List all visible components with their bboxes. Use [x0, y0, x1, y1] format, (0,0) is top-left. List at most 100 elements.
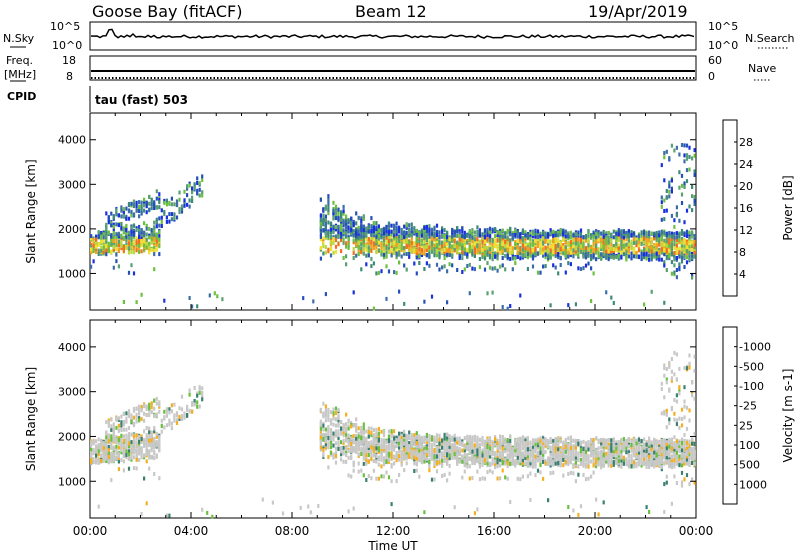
- nave-label: Nave: [748, 62, 776, 75]
- data-cell: [463, 267, 466, 272]
- data-cell: [153, 229, 156, 234]
- data-cell: [536, 229, 540, 234]
- data-cell: [120, 445, 123, 450]
- data-cell: [400, 436, 403, 441]
- data-cell: [153, 398, 156, 403]
- data-cell: [390, 229, 393, 234]
- data-cell: [405, 238, 408, 243]
- data-cell: [367, 249, 370, 254]
- data-cell: [360, 431, 363, 436]
- data-cell: [648, 248, 651, 253]
- data-cell: [453, 233, 456, 238]
- data-cell: [135, 236, 138, 241]
- data-cell: [435, 248, 439, 253]
- data-cell: [476, 230, 479, 234]
- data-cell: [125, 446, 128, 451]
- data-cell: [658, 239, 661, 244]
- data-cell: [428, 224, 431, 229]
- data-cell: [322, 423, 325, 428]
- data-cell: [370, 445, 373, 450]
- data-cell: [627, 236, 630, 241]
- data-cell: [367, 443, 370, 448]
- data-cell: [400, 231, 403, 236]
- data-cell: [107, 217, 110, 222]
- data-cell: [640, 237, 643, 242]
- data-cell: [387, 246, 391, 251]
- data-cell: [201, 193, 204, 198]
- data-cell: [319, 197, 322, 202]
- data-cell: [403, 239, 406, 244]
- data-cell: [362, 247, 365, 252]
- data-cell: [415, 255, 418, 260]
- data-cell: [122, 453, 125, 458]
- data-cell: [660, 234, 663, 238]
- data-cell: [153, 449, 156, 454]
- data-cell: [117, 247, 120, 252]
- data-cell: [494, 234, 497, 239]
- data-cell: [572, 254, 575, 259]
- data-cell: [590, 266, 593, 271]
- data-cell: [382, 474, 386, 479]
- data-cell: [610, 249, 613, 254]
- data-cell: [536, 270, 540, 275]
- data-cell: [592, 235, 595, 240]
- data-cell: [327, 194, 330, 199]
- data-cell: [183, 203, 186, 208]
- data-cell: [605, 240, 608, 245]
- data-cell: [327, 438, 330, 443]
- data-cell: [660, 195, 663, 200]
- data-cell: [531, 239, 535, 244]
- data-cell: [138, 439, 141, 444]
- data-cell: [365, 244, 368, 249]
- data-cell: [97, 449, 100, 454]
- data-cell: [357, 426, 360, 431]
- data-cell: [435, 262, 439, 267]
- data-cell: [488, 265, 492, 270]
- data-cell: [95, 447, 98, 452]
- data-cell: [355, 436, 358, 441]
- data-cell: [688, 204, 691, 209]
- data-cell: [178, 207, 181, 212]
- data-cell: [337, 211, 340, 216]
- data-cell: [97, 459, 100, 464]
- data-cell: [390, 241, 393, 246]
- data-cell: [102, 441, 105, 445]
- data-cell: [635, 235, 638, 240]
- data-cell: [211, 514, 214, 519]
- data-cell: [170, 403, 173, 408]
- data-cell: [345, 438, 348, 443]
- data-cell: [145, 200, 148, 205]
- data-cell: [130, 453, 133, 458]
- data-cell: [117, 423, 120, 428]
- data-cell: [668, 243, 671, 248]
- data-cell: [549, 255, 552, 260]
- data-cell: [329, 247, 333, 251]
- data-cell: [415, 241, 418, 246]
- data-cell: [395, 255, 398, 260]
- data-cell: [125, 245, 128, 250]
- data-cell: [650, 249, 653, 254]
- data-cell: [324, 233, 327, 238]
- data-cell: [120, 423, 123, 428]
- data-cell: [473, 230, 476, 235]
- data-cell: [415, 243, 418, 248]
- data-cells: [90, 350, 696, 519]
- data-cell: [380, 244, 383, 248]
- data-cell: [592, 239, 595, 244]
- data-cell: [130, 416, 133, 421]
- data-cell: [387, 221, 391, 226]
- data-cell: [403, 224, 406, 229]
- data-cell: [347, 438, 350, 443]
- data-cell: [183, 414, 186, 419]
- data-cell: [377, 437, 380, 442]
- data-cell: [90, 460, 93, 464]
- data-cell: [319, 237, 322, 242]
- data-cell: [504, 248, 507, 253]
- data-cell: [352, 247, 355, 251]
- data-cell: [678, 185, 681, 190]
- y-tick-label: 4000: [58, 134, 86, 147]
- data-cell: [138, 416, 141, 421]
- data-cell: [587, 233, 590, 237]
- data-cell: [678, 218, 681, 223]
